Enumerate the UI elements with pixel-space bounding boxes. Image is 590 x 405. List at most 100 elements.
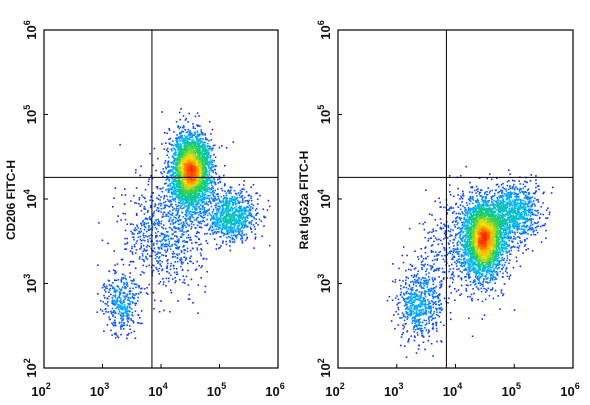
event-point (198, 115, 200, 117)
event-point (177, 174, 180, 176)
event-point (153, 147, 156, 150)
event-point (244, 220, 246, 222)
event-point (182, 175, 185, 177)
event-point (170, 191, 173, 193)
event-point (250, 199, 253, 202)
event-point (120, 324, 122, 327)
event-point (184, 149, 186, 152)
event-point (144, 249, 146, 252)
event-point (238, 219, 240, 221)
event-point (206, 152, 208, 155)
event-point (186, 184, 188, 186)
event-point (122, 328, 125, 330)
event-point (191, 197, 193, 199)
event-point (238, 231, 241, 233)
event-point (215, 204, 217, 207)
event-point (194, 192, 196, 194)
event-point (206, 218, 208, 221)
event-point (228, 214, 230, 216)
event-point (180, 160, 182, 163)
event-point (218, 231, 220, 233)
event-point (189, 184, 191, 187)
event-point (207, 149, 209, 151)
event-point (212, 200, 214, 202)
event-point (187, 262, 189, 265)
event-point (171, 188, 174, 191)
event-point (223, 203, 225, 205)
event-point (168, 220, 171, 223)
event-point (171, 173, 174, 175)
event-point (195, 155, 198, 158)
event-point (114, 321, 116, 324)
event-point (118, 304, 120, 306)
event-point (164, 160, 167, 162)
event-point (191, 199, 194, 201)
event-point (194, 145, 196, 148)
event-point (197, 153, 200, 156)
event-point (165, 239, 168, 242)
event-point (205, 161, 207, 164)
event-point (174, 166, 176, 168)
event-point (120, 304, 122, 307)
event-point (124, 213, 127, 215)
event-point (185, 201, 187, 203)
event-point (122, 324, 124, 326)
event-point (135, 293, 138, 295)
event-point (172, 251, 175, 253)
event-point (177, 219, 179, 222)
event-point (204, 141, 206, 144)
event-point (246, 237, 248, 240)
event-point (167, 160, 170, 163)
event-point (119, 143, 121, 146)
event-point (184, 220, 187, 223)
event-point (181, 233, 184, 235)
event-point (168, 242, 170, 245)
event-point (169, 201, 171, 203)
event-point (251, 203, 253, 205)
event-point (232, 211, 235, 214)
event-point (218, 210, 220, 212)
event-point (200, 129, 202, 131)
event-point (250, 195, 252, 198)
event-point (170, 165, 173, 168)
event-point (210, 181, 213, 184)
event-point (197, 216, 199, 219)
event-point (220, 201, 222, 204)
event-point (182, 115, 185, 117)
event-point (241, 232, 243, 234)
event-point (225, 204, 227, 206)
event-point (182, 195, 184, 197)
event-point (124, 296, 126, 299)
event-point (160, 232, 163, 235)
event-point (153, 221, 156, 223)
event-point (194, 205, 197, 208)
event-point (234, 211, 237, 214)
event-point (197, 201, 199, 204)
event-point (99, 300, 102, 302)
event-point (169, 174, 172, 177)
event-point (220, 231, 223, 234)
event-point (192, 197, 194, 200)
event-point (184, 139, 186, 142)
event-point (180, 173, 183, 176)
event-point (226, 226, 229, 228)
event-point (184, 189, 186, 191)
event-point (173, 180, 176, 183)
event-point (200, 140, 202, 143)
event-point (120, 307, 123, 309)
event-point (123, 284, 125, 286)
event-point (204, 158, 206, 161)
event-point (180, 131, 182, 134)
event-point (201, 182, 203, 184)
event-point (143, 224, 145, 226)
event-point (211, 226, 214, 229)
event-point (124, 229, 127, 232)
event-point (227, 229, 230, 232)
event-point (207, 187, 209, 189)
event-point (122, 309, 124, 311)
event-point (190, 192, 192, 194)
event-point (239, 217, 242, 220)
event-point (191, 190, 193, 193)
event-point (188, 167, 191, 170)
event-point (212, 186, 214, 188)
